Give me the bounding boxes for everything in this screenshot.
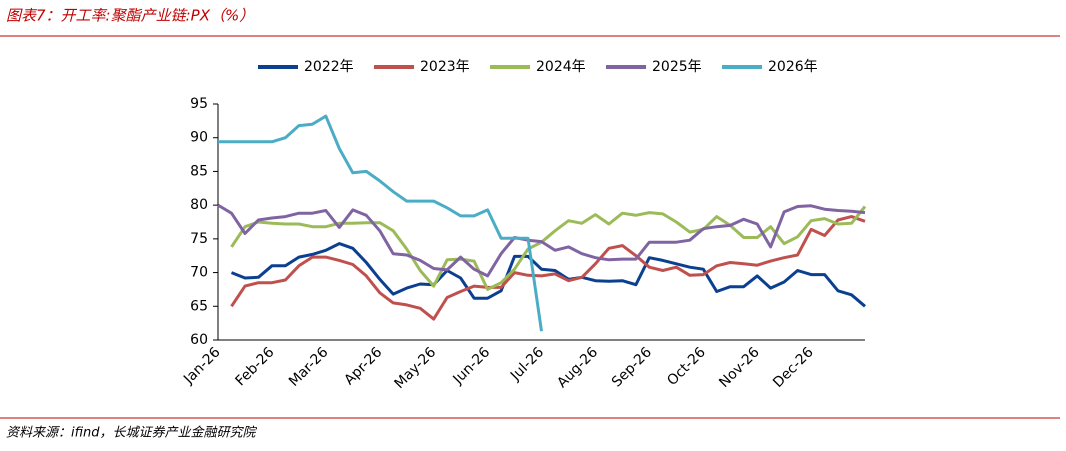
x-tick-label: Jul-26 (507, 344, 547, 384)
x-tick-label: Mar-26 (286, 344, 332, 390)
legend-label: 2024年 (536, 59, 586, 75)
x-tick-label: Aug-26 (554, 344, 601, 391)
source: 资料来源：ifind，长城证券产业金融研究院 (6, 425, 258, 441)
x-tick-label: Dec-26 (770, 344, 817, 391)
legend-label: 2026年 (768, 59, 818, 75)
x-tick-label: Jan-26 (180, 344, 224, 388)
legend-label: 2022年 (304, 59, 354, 75)
y-tick-label: 70 (190, 265, 208, 281)
legend-label: 2025年 (652, 59, 702, 75)
x-tick-label: Apr-26 (341, 344, 385, 388)
y-tick-label: 65 (190, 298, 208, 314)
y-tick-label: 95 (190, 96, 208, 112)
y-tick-label: 60 (190, 332, 208, 348)
x-tick-label: Sep-26 (609, 344, 655, 390)
legend-label: 2023年 (420, 59, 470, 75)
x-tick-label: Feb-26 (233, 344, 278, 389)
series-line (218, 114, 543, 332)
series-line (230, 215, 866, 321)
series-line (217, 203, 866, 278)
x-tick-label: May-26 (392, 344, 440, 392)
series-line (230, 242, 866, 308)
y-tick-label: 75 (190, 231, 208, 247)
x-tick-label: Nov-26 (716, 344, 763, 391)
x-tick-label: Oct-26 (664, 344, 709, 389)
y-tick-label: 80 (190, 197, 208, 213)
y-tick-label: 90 (190, 130, 208, 146)
chart-title: 图表7：开工率:聚酯产业链:PX（%） (6, 7, 254, 25)
y-tick-label: 85 (190, 163, 208, 179)
x-tick-label: Jun-26 (450, 344, 494, 388)
